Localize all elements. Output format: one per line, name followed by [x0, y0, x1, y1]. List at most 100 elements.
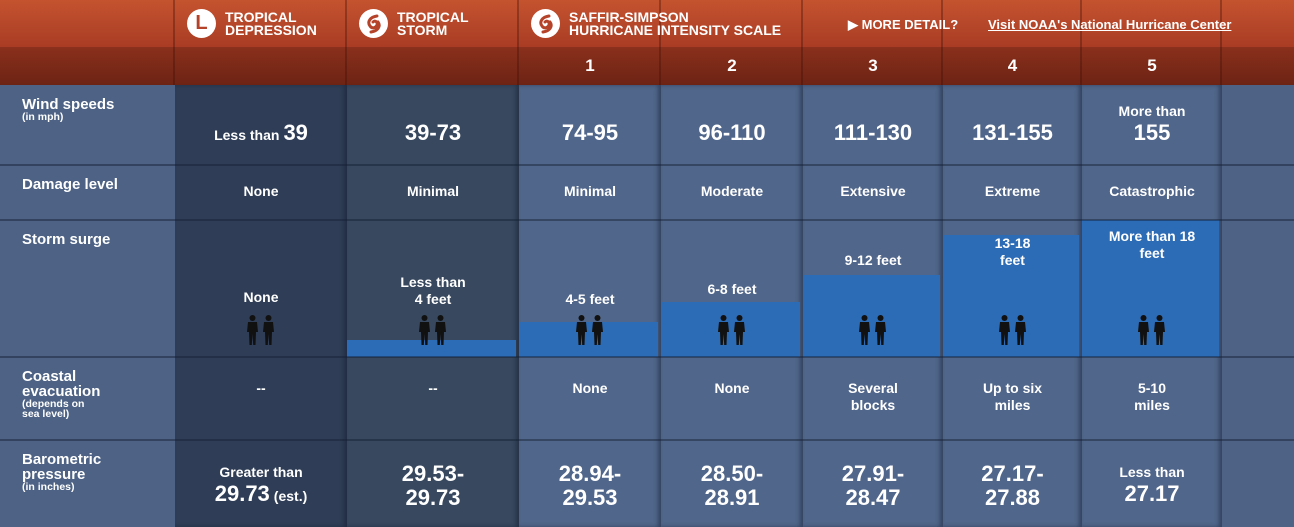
- cell-text: Catastrophic: [1109, 183, 1195, 200]
- row-label: Coastal evacuation (depends on sea level): [22, 369, 100, 419]
- cell-text: 131-155: [972, 120, 1053, 146]
- column-divider: [801, 0, 803, 85]
- row-label-line: Storm surge: [22, 231, 111, 248]
- cell: --: [347, 357, 519, 440]
- cell-text: Less than: [214, 127, 280, 144]
- row-label-line: Damage level: [22, 176, 118, 193]
- row-divider: [0, 439, 1294, 441]
- cell: Greater than 29.73 (est.): [175, 440, 347, 527]
- cell-text: 28.94-: [558, 460, 622, 486]
- cell-text: 4-5 feet: [565, 291, 615, 307]
- cell-line: 28.47: [845, 485, 900, 510]
- column: [175, 85, 347, 527]
- cell-line: Several: [848, 381, 898, 398]
- cell-text: --: [256, 380, 266, 396]
- storm-symbol: [366, 14, 381, 33]
- cell-line: More than: [1119, 104, 1186, 121]
- cell-text: miles: [1134, 396, 1170, 413]
- cell-text: Moderate: [700, 183, 764, 200]
- cell-line: Moderate: [701, 184, 763, 201]
- column-divider: [173, 0, 175, 85]
- cell-line: 74-95: [562, 121, 618, 145]
- cell-text: miles: [994, 396, 1031, 413]
- cell-text: 4 feet: [414, 290, 452, 307]
- cell-text: 39: [283, 120, 308, 146]
- category-number: 2: [727, 56, 737, 75]
- cell-line: 5-10: [1138, 381, 1166, 398]
- cell-line: 27.17: [1124, 482, 1179, 506]
- group-icon: [531, 9, 560, 38]
- group-title-line: TROPICAL: [225, 9, 297, 25]
- cell-line: 4 feet: [414, 290, 452, 309]
- cell-text: --: [428, 380, 438, 396]
- cell-text: Minimal: [406, 183, 460, 200]
- group-icon: L: [187, 9, 216, 38]
- column: [347, 85, 519, 527]
- cell: 6-8 feet: [661, 282, 803, 299]
- surge-water: [347, 340, 516, 357]
- people-icon: [858, 315, 888, 345]
- cell-line: None: [573, 381, 608, 398]
- noaa-link[interactable]: Visit NOAA's National Hurricane Center: [988, 17, 1232, 32]
- people-icon: [418, 315, 448, 345]
- cell: 13-18 feet: [943, 236, 1082, 270]
- cell-line: Catastrophic: [1109, 184, 1195, 201]
- cell-line: Less than 39: [214, 121, 308, 145]
- people-icon: [575, 315, 605, 345]
- cell: None: [661, 357, 803, 440]
- cell-text: blocks: [850, 396, 896, 413]
- cell-line: None: [715, 381, 750, 398]
- cell: None: [519, 357, 661, 440]
- cell-line: 131-155: [972, 121, 1053, 145]
- cell: 27.91- 28.47: [803, 440, 943, 527]
- cell-line: 28.50-: [701, 462, 763, 486]
- cell-line: 111-130: [834, 121, 912, 145]
- storm-symbol: [538, 14, 553, 33]
- cell-line: Up to six: [983, 381, 1042, 398]
- column-divider: [1080, 0, 1082, 85]
- cell-text: None: [572, 380, 608, 396]
- group-title: SAFFIR-SIMPSON HURRICANE INTENSITY SCALE: [569, 10, 782, 38]
- cell: None: [175, 165, 347, 220]
- cell: --: [175, 357, 347, 440]
- cell-line: 155: [1134, 121, 1171, 145]
- more-detail: ▶ MORE DETAIL?: [848, 17, 959, 32]
- cell-text: Less than: [400, 274, 466, 290]
- cell: 131-155: [943, 85, 1082, 165]
- group-title-line: HURRICANE INTENSITY SCALE: [569, 22, 782, 38]
- cell: More than 155: [1082, 85, 1222, 165]
- cell: Less than 27.17: [1082, 440, 1222, 527]
- cell-line: Less than: [1119, 465, 1184, 482]
- cell: Extensive: [803, 165, 943, 220]
- cell: 74-95: [519, 85, 661, 165]
- surge-water: [661, 302, 800, 357]
- cell-line: 13-18: [995, 236, 1031, 253]
- cell-line: 96-110: [698, 121, 765, 145]
- cell-text: Minimal: [563, 183, 617, 200]
- column-divider: [941, 0, 943, 85]
- cell-text: None: [243, 289, 279, 305]
- people-icon: [998, 315, 1028, 345]
- cell-text: feet: [1139, 244, 1165, 261]
- cell-text: 27.91-: [841, 460, 905, 486]
- row-divider: [0, 356, 1294, 358]
- column-divider: [345, 0, 347, 85]
- cell-text: None: [714, 380, 750, 396]
- cell-line: Less than: [400, 275, 465, 292]
- cell-line: 27.91-: [842, 462, 904, 486]
- cell: Minimal: [519, 165, 661, 220]
- category-number: 4: [1007, 56, 1018, 75]
- cell: 39-73: [347, 85, 519, 165]
- cell-line: None: [244, 290, 279, 307]
- cell-line: 28.94-: [559, 462, 621, 486]
- cell-text: 111-130: [833, 120, 913, 146]
- cell-text: 28.91: [704, 484, 760, 510]
- surge-water: [519, 322, 658, 357]
- surge-water: [943, 235, 1079, 357]
- cell-text: Extensive: [840, 183, 906, 200]
- cell-text: Several: [848, 380, 898, 396]
- cell-line: --: [256, 381, 265, 398]
- cell: 27.17- 27.88: [943, 440, 1082, 527]
- people-icon: [1137, 315, 1167, 345]
- icon-letter: L: [195, 12, 208, 34]
